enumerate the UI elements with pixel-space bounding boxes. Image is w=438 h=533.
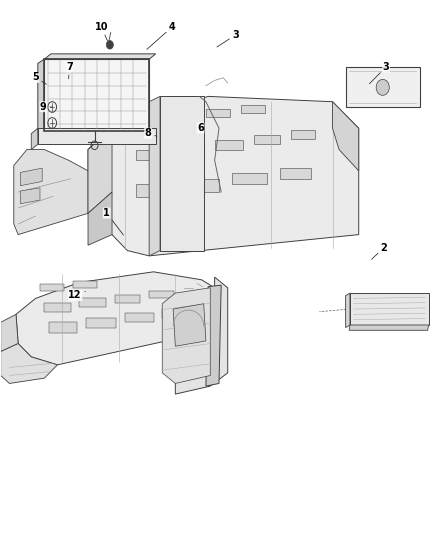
- Text: 5: 5: [32, 72, 46, 84]
- Polygon shape: [73, 281, 97, 288]
- Text: 3: 3: [369, 62, 389, 84]
- Text: 12: 12: [68, 290, 85, 301]
- Polygon shape: [173, 304, 206, 346]
- Polygon shape: [88, 128, 112, 213]
- Polygon shape: [184, 179, 219, 192]
- Polygon shape: [38, 128, 155, 144]
- Polygon shape: [40, 284, 64, 291]
- Circle shape: [376, 79, 389, 95]
- Text: 7: 7: [66, 62, 73, 79]
- Polygon shape: [136, 150, 164, 160]
- Text: 10: 10: [95, 22, 108, 41]
- Polygon shape: [332, 102, 359, 171]
- Polygon shape: [44, 54, 155, 59]
- Polygon shape: [20, 168, 42, 185]
- Polygon shape: [86, 318, 117, 328]
- Polygon shape: [206, 109, 230, 117]
- Polygon shape: [88, 96, 359, 256]
- Polygon shape: [14, 150, 88, 235]
- Polygon shape: [350, 293, 428, 325]
- Polygon shape: [241, 105, 265, 113]
- Polygon shape: [254, 135, 280, 144]
- Text: 2: 2: [371, 243, 387, 259]
- Polygon shape: [160, 96, 204, 251]
- Polygon shape: [136, 184, 171, 197]
- Polygon shape: [206, 285, 221, 386]
- Polygon shape: [44, 59, 149, 131]
- Polygon shape: [1, 314, 18, 352]
- Polygon shape: [149, 291, 174, 298]
- Polygon shape: [175, 146, 204, 155]
- Polygon shape: [171, 113, 195, 122]
- Polygon shape: [88, 192, 112, 245]
- Polygon shape: [346, 293, 350, 328]
- Text: 8: 8: [145, 128, 157, 138]
- Polygon shape: [162, 309, 191, 318]
- Polygon shape: [16, 272, 215, 365]
- Polygon shape: [49, 322, 77, 333]
- Polygon shape: [136, 117, 160, 126]
- Polygon shape: [115, 295, 141, 303]
- Polygon shape: [215, 140, 243, 150]
- Text: 3: 3: [217, 30, 239, 47]
- Polygon shape: [125, 313, 153, 322]
- Polygon shape: [44, 303, 71, 312]
- Circle shape: [106, 41, 113, 49]
- Text: 6: 6: [197, 123, 204, 133]
- Polygon shape: [349, 325, 428, 330]
- Polygon shape: [175, 277, 228, 394]
- Polygon shape: [20, 188, 40, 204]
- Polygon shape: [1, 344, 57, 383]
- Polygon shape: [280, 168, 311, 179]
- Polygon shape: [162, 288, 210, 383]
- Polygon shape: [79, 298, 106, 307]
- Polygon shape: [38, 59, 44, 135]
- Polygon shape: [149, 96, 160, 256]
- Polygon shape: [31, 128, 38, 150]
- Polygon shape: [291, 130, 315, 139]
- Polygon shape: [346, 67, 420, 107]
- Text: 1: 1: [103, 208, 124, 235]
- Text: 4: 4: [147, 22, 176, 50]
- Text: 9: 9: [40, 102, 52, 112]
- Polygon shape: [232, 173, 267, 184]
